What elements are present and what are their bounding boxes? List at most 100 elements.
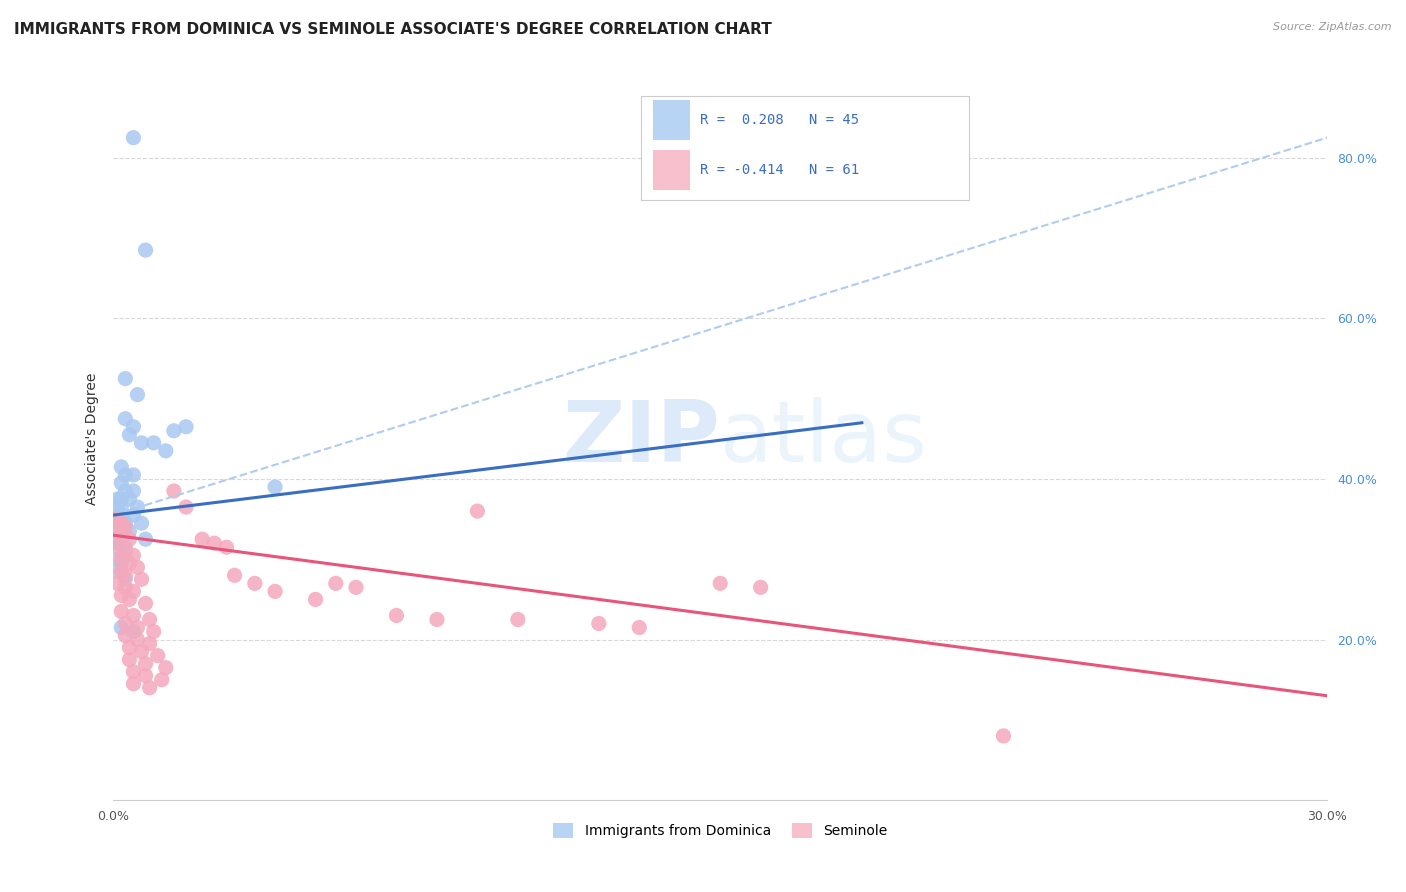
Point xyxy=(131,572,153,586)
Point xyxy=(110,508,132,522)
Point xyxy=(135,669,157,683)
Point xyxy=(215,540,238,554)
Text: atlas: atlas xyxy=(720,397,928,480)
Point xyxy=(709,576,731,591)
Point xyxy=(127,387,149,401)
Point xyxy=(118,427,141,442)
Point xyxy=(118,491,141,506)
Point xyxy=(114,544,136,558)
Point xyxy=(122,419,145,434)
Point xyxy=(118,592,141,607)
Point xyxy=(105,516,128,530)
Point xyxy=(264,584,287,599)
Point xyxy=(110,491,132,506)
Point xyxy=(114,483,136,498)
Point xyxy=(110,605,132,619)
Point xyxy=(105,532,128,546)
Point xyxy=(105,576,128,591)
Point xyxy=(138,613,160,627)
FancyBboxPatch shape xyxy=(654,150,690,190)
Point xyxy=(110,564,132,578)
Point xyxy=(105,512,128,526)
Point xyxy=(155,661,177,675)
Point xyxy=(122,677,145,691)
Legend: Immigrants from Dominica, Seminole: Immigrants from Dominica, Seminole xyxy=(547,818,893,844)
Point xyxy=(118,640,141,655)
Point xyxy=(142,624,165,639)
Point xyxy=(385,608,408,623)
Point xyxy=(122,548,145,562)
Point xyxy=(426,613,449,627)
Point xyxy=(163,483,186,498)
Point xyxy=(304,592,326,607)
FancyBboxPatch shape xyxy=(641,95,969,201)
Point xyxy=(118,524,141,538)
Point xyxy=(114,580,136,594)
Point xyxy=(993,729,1015,743)
Point xyxy=(122,624,145,639)
Point xyxy=(127,500,149,514)
Point xyxy=(105,536,128,550)
Point xyxy=(105,508,128,522)
Point xyxy=(142,435,165,450)
Point xyxy=(114,371,136,385)
Point xyxy=(131,435,153,450)
Point xyxy=(131,516,153,530)
Point xyxy=(174,500,197,514)
Point xyxy=(325,576,347,591)
Point xyxy=(122,665,145,679)
Point xyxy=(105,552,128,566)
Point xyxy=(114,616,136,631)
Point xyxy=(105,500,128,514)
Point xyxy=(110,459,132,474)
Point xyxy=(122,584,145,599)
Text: IMMIGRANTS FROM DOMINICA VS SEMINOLE ASSOCIATE'S DEGREE CORRELATION CHART: IMMIGRANTS FROM DOMINICA VS SEMINOLE ASS… xyxy=(14,22,772,37)
Point xyxy=(114,516,136,530)
Point xyxy=(150,673,173,687)
Point xyxy=(105,564,128,578)
Point xyxy=(135,597,157,611)
Point xyxy=(110,556,132,570)
Point xyxy=(110,500,132,514)
Point xyxy=(127,621,149,635)
Point xyxy=(105,491,128,506)
Point xyxy=(110,516,132,530)
Point xyxy=(135,657,157,671)
Point xyxy=(191,532,214,546)
Point xyxy=(174,419,197,434)
Point xyxy=(114,520,136,534)
Point xyxy=(344,580,367,594)
Point xyxy=(110,532,132,546)
Point xyxy=(110,621,132,635)
Point xyxy=(243,576,266,591)
Point xyxy=(138,637,160,651)
Point xyxy=(506,613,529,627)
Point xyxy=(114,467,136,482)
Point xyxy=(264,480,287,494)
Text: R =  0.208   N = 45: R = 0.208 N = 45 xyxy=(700,112,859,127)
Text: Source: ZipAtlas.com: Source: ZipAtlas.com xyxy=(1274,22,1392,32)
Point xyxy=(122,467,145,482)
Point xyxy=(122,130,145,145)
Point xyxy=(114,411,136,425)
Y-axis label: Associate's Degree: Associate's Degree xyxy=(86,373,100,505)
Point xyxy=(105,524,128,538)
Point xyxy=(467,504,489,518)
Point xyxy=(135,532,157,546)
Point xyxy=(118,556,141,570)
Text: ZIP: ZIP xyxy=(562,397,720,480)
Point xyxy=(114,540,136,554)
Point xyxy=(110,552,132,566)
Point xyxy=(122,508,145,522)
Point xyxy=(224,568,246,582)
Point xyxy=(202,536,225,550)
Point xyxy=(118,653,141,667)
Point xyxy=(135,243,157,257)
Point xyxy=(122,483,145,498)
Point xyxy=(138,681,160,695)
Point xyxy=(127,560,149,574)
Point xyxy=(122,608,145,623)
FancyBboxPatch shape xyxy=(654,100,690,139)
Point xyxy=(110,475,132,490)
Point xyxy=(110,528,132,542)
